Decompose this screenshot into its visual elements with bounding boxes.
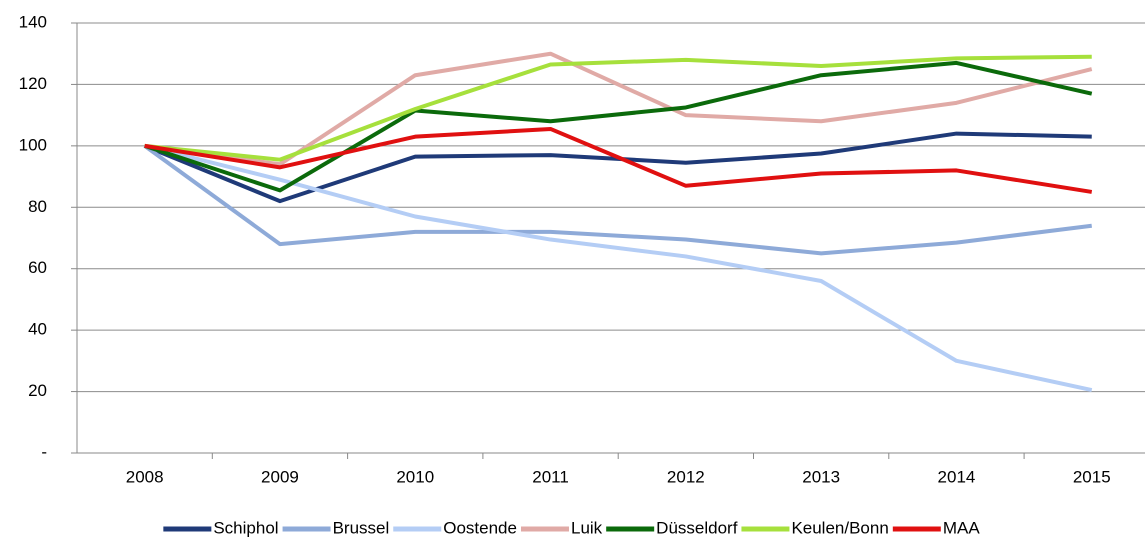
x-tick-label: 2008 [126, 467, 164, 486]
legend-label: Keulen/Bonn [791, 518, 888, 537]
line-series [143, 144, 1092, 256]
line-series [144, 126, 1093, 194]
legend-label: Düsseldorf [656, 518, 738, 537]
legend-label: MAA [943, 518, 981, 537]
x-tick-label: 2009 [261, 467, 299, 486]
x-tick-label: 2015 [1073, 467, 1111, 486]
x-tick-label: 2012 [667, 467, 705, 486]
y-tick-label: 60 [28, 258, 47, 277]
legend-label: Schiphol [213, 518, 278, 537]
y-tick-label: 120 [19, 74, 47, 93]
y-tick-label: - [41, 442, 47, 461]
line-series [144, 54, 1092, 162]
x-tick-label: 2010 [396, 467, 434, 486]
line-series [144, 60, 1093, 193]
x-tick-label: 2014 [938, 467, 976, 486]
line-series [144, 51, 1093, 167]
line-series [144, 143, 1093, 392]
y-tick-label: 140 [19, 12, 47, 31]
y-tick-label: 20 [28, 381, 47, 400]
legend-label: Luik [571, 518, 603, 537]
y-tick-label: 100 [19, 135, 47, 154]
y-tick-label: 40 [28, 320, 47, 339]
legend-label: Oostende [443, 518, 517, 537]
x-tick-label: 2013 [802, 467, 840, 486]
legend-label: Brussel [333, 518, 390, 537]
x-tick-label: 2011 [532, 467, 569, 486]
y-tick-label: 80 [28, 197, 47, 216]
